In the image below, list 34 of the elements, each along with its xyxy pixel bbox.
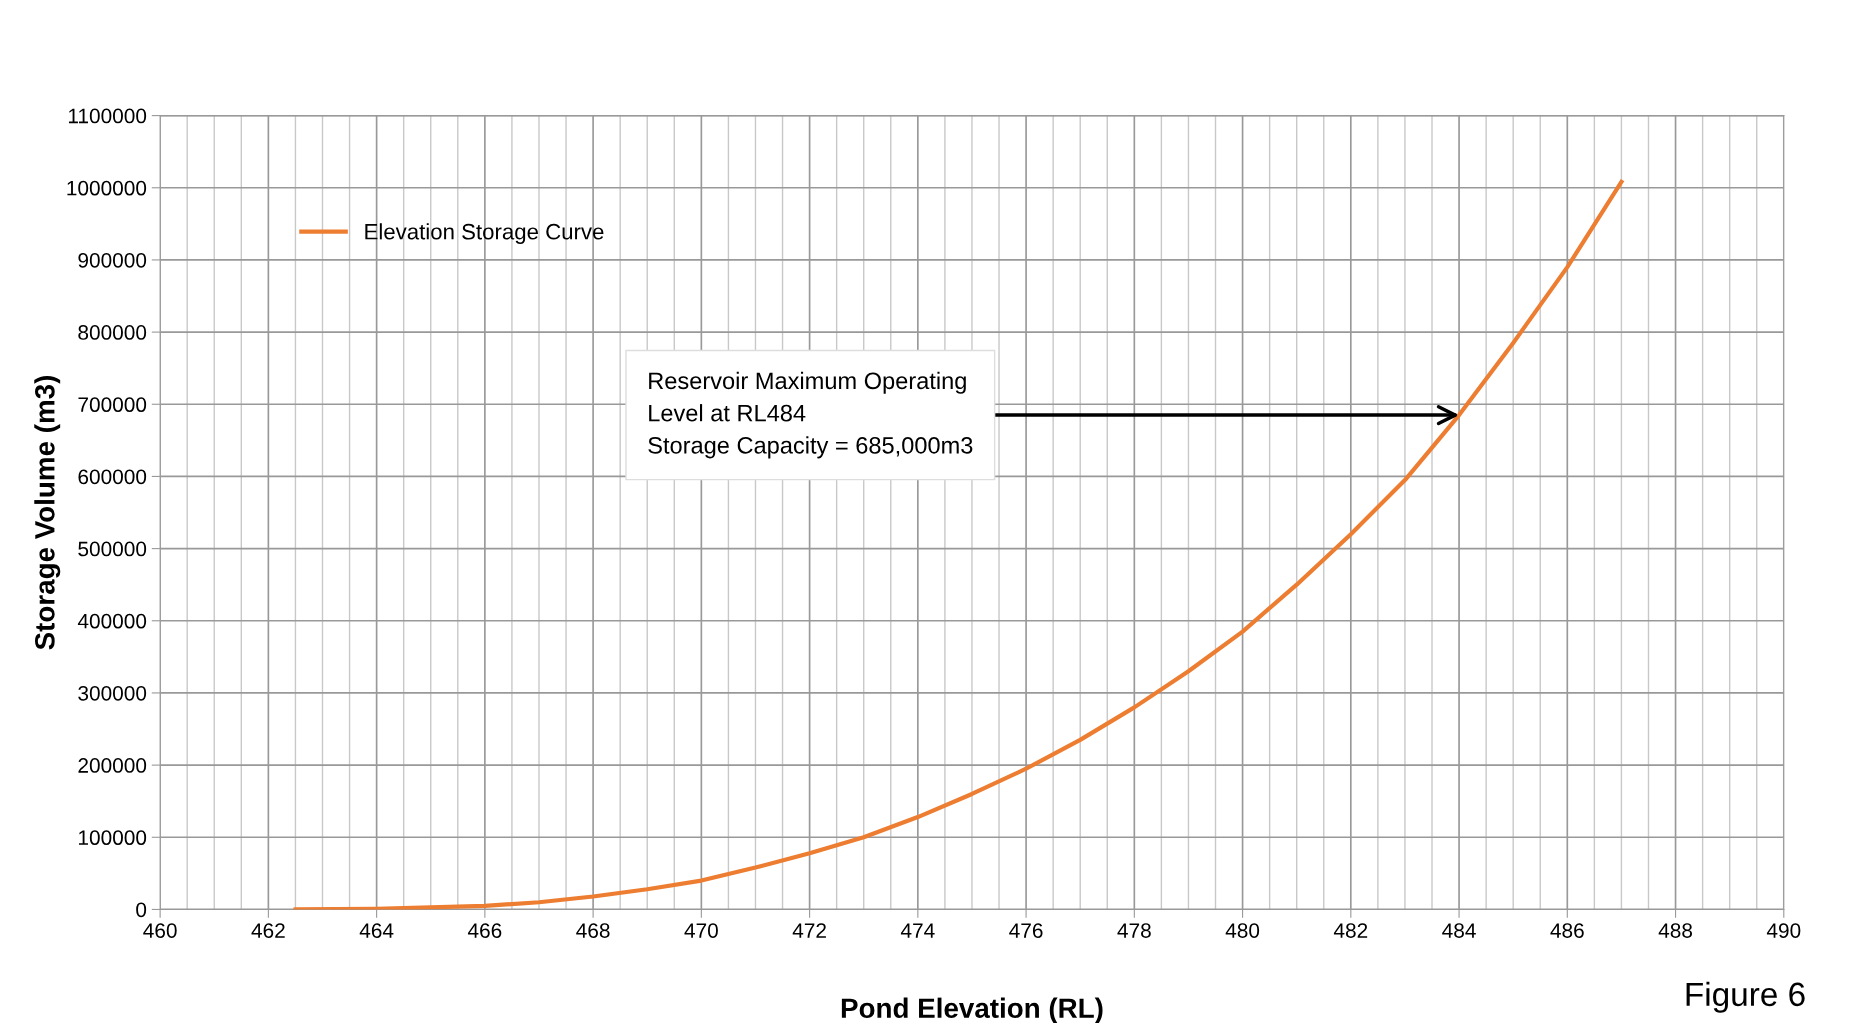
x-tick-label: 468 (576, 923, 610, 938)
y-tick-label: 300000 (78, 685, 147, 701)
y-tick-label: 900000 (78, 252, 147, 268)
x-tick-label: 462 (251, 923, 285, 938)
y-axis-title: Storage Volume (m3) (34, 376, 61, 650)
y-tick-label: 400000 (77, 613, 147, 629)
x-tick-label: 466 (467, 923, 502, 938)
y-tick-label: 600000 (78, 469, 147, 485)
caption: Figure 6 (1686, 981, 1805, 1013)
x-tick-label: 480 (1225, 923, 1260, 938)
y-tick-label: 500000 (78, 541, 147, 557)
annotation: Reservoir Maximum Operating Level at RL484 Storage Capacity = 685,000m3 (648, 371, 973, 459)
x-tick-label: 484 (1442, 923, 1476, 938)
line-series (293, 179, 1624, 910)
x-tick-label: 460 (143, 923, 177, 938)
x-tick-label: 488 (1658, 923, 1693, 938)
legend-label: Elevation Storage Curve (365, 223, 604, 244)
y-tick-label: 200000 (78, 758, 147, 773)
y-tick-label: 0 (136, 902, 147, 918)
x-tick-label: 482 (1333, 923, 1368, 938)
y-tick-label: 1100000 (68, 108, 147, 124)
x-tick-label: 486 (1550, 923, 1584, 938)
x-tick-label: 470 (684, 923, 718, 938)
x-tick-label: 472 (792, 923, 826, 938)
y-tick-label: 100000 (79, 830, 147, 846)
x-tick-label: 464 (359, 923, 394, 938)
y-tick-label: 700000 (78, 397, 147, 413)
y-tick-label: 1000000 (67, 180, 147, 196)
y-tick-label: 800000 (78, 325, 147, 340)
x-tick-label: 490 (1766, 923, 1801, 938)
x-tick-label: 478 (1117, 923, 1151, 938)
x-tick-label: 474 (900, 923, 935, 938)
x-axis-title: Pond Elevation (RL) (841, 997, 1103, 1023)
x-tick-label: 476 (1009, 923, 1043, 938)
